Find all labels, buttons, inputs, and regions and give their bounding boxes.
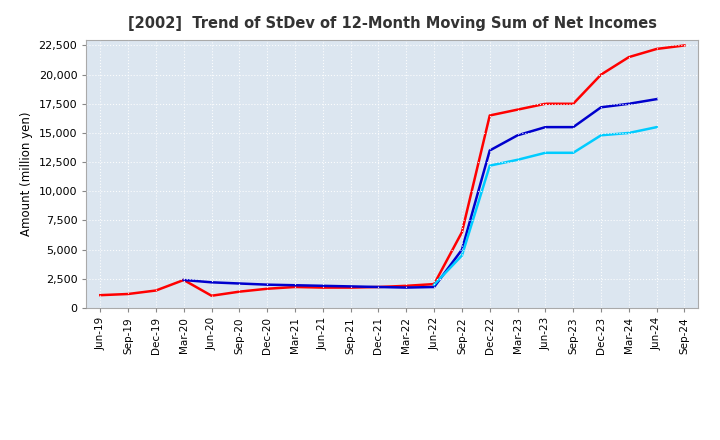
Y-axis label: Amount (million yen): Amount (million yen) <box>20 112 33 236</box>
Title: [2002]  Trend of StDev of 12-Month Moving Sum of Net Incomes: [2002] Trend of StDev of 12-Month Moving… <box>128 16 657 32</box>
Legend: 3 Years, 5 Years, 7 Years, 10 Years: 3 Years, 5 Years, 7 Years, 10 Years <box>183 434 602 440</box>
